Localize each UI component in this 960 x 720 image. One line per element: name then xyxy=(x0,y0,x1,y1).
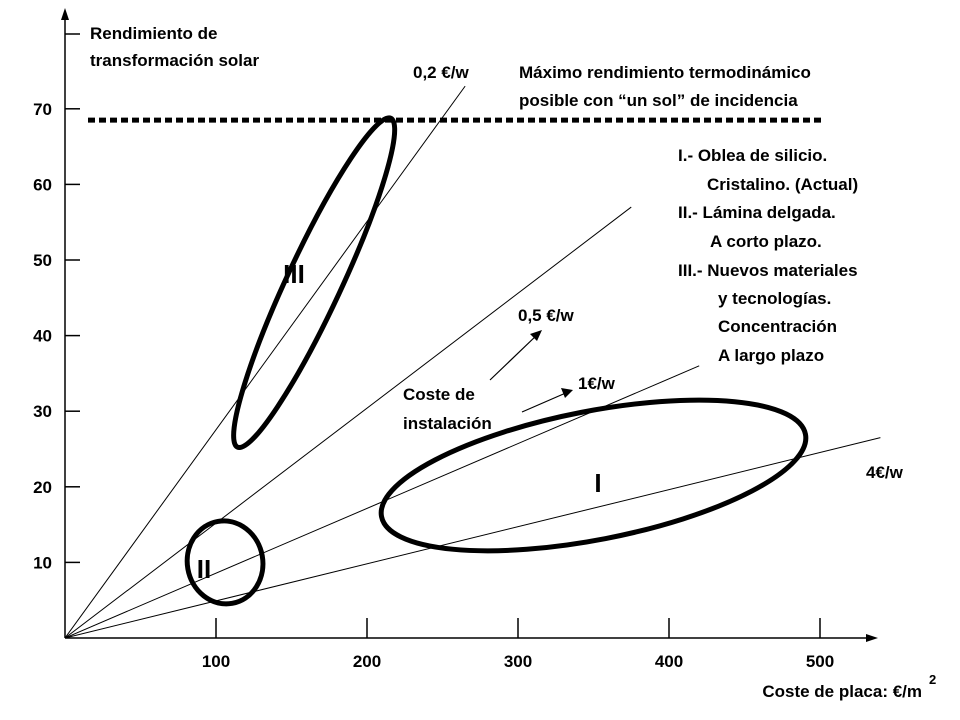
x-tick-label-500: 500 xyxy=(806,652,834,671)
legend-line-2: Cristalino. (Actual) xyxy=(707,175,858,194)
y-tick-label-10: 10 xyxy=(33,553,52,572)
x-axis-label-superscript: 2 xyxy=(929,672,936,687)
ticks-group: 100 200 300 400 500 10 20 30 40 50 60 70 xyxy=(33,100,834,671)
legend-line-4: A corto plazo. xyxy=(710,232,822,251)
legend-line-1: I.- Oblea de silicio. xyxy=(678,146,827,165)
x-tick-label-300: 300 xyxy=(504,652,532,671)
cost-line-1 xyxy=(64,206,632,639)
x-tick-label-200: 200 xyxy=(353,652,381,671)
legend-line-7: Concentración xyxy=(718,317,837,336)
y-tick-label-20: 20 xyxy=(33,478,52,497)
y-tick-label-70: 70 xyxy=(33,100,52,119)
legend-line-5: III.- Nuevos materiales xyxy=(678,261,858,280)
region-ellipse-III xyxy=(231,115,398,451)
x-tick-label-400: 400 xyxy=(655,652,683,671)
cost-line-label-0-5: 0,5 €/w xyxy=(518,306,575,325)
y-axis-arrow xyxy=(61,8,69,20)
region-label-III: III xyxy=(283,259,305,289)
installation-cost-arrow-upper xyxy=(489,333,539,381)
y-tick-label-40: 40 xyxy=(33,327,52,346)
legend: I.- Oblea de silicio. Cristalino. (Actua… xyxy=(678,146,858,365)
cost-line-3 xyxy=(64,437,881,639)
installation-cost-label-line-1: Coste de xyxy=(403,385,475,404)
regions-group xyxy=(184,115,809,607)
cost-line-0 xyxy=(64,85,466,639)
region-label-II: II xyxy=(197,554,211,584)
legend-line-8: A largo plazo xyxy=(718,346,824,365)
y-axis-label-line-2: transformación solar xyxy=(90,51,259,70)
y-tick-label-60: 60 xyxy=(33,175,52,194)
max-efficiency-label-line-1: Máximo rendimiento termodinámico xyxy=(519,63,811,82)
x-axis-arrow xyxy=(866,634,878,642)
axes-group xyxy=(61,8,878,642)
x-tick-label-100: 100 xyxy=(202,652,230,671)
installation-cost-arrowhead-upper xyxy=(530,330,542,341)
y-axis-label-line-1: Rendimiento de xyxy=(90,24,218,43)
region-ellipse-II xyxy=(184,518,266,607)
x-axis-label: Coste de placa: €/m xyxy=(762,682,922,701)
legend-line-3: II.- Lámina delgada. xyxy=(678,203,836,222)
region-ellipse-I xyxy=(378,397,809,554)
installation-cost-arrow-lower xyxy=(521,391,569,413)
y-tick-label-30: 30 xyxy=(33,402,52,421)
y-tick-label-50: 50 xyxy=(33,251,52,270)
installation-cost-label-line-2: instalación xyxy=(403,414,492,433)
cost-line-label-4: 4€/w xyxy=(866,463,904,482)
max-efficiency-label-line-2: posible con “un sol” de incidencia xyxy=(519,91,798,110)
cost-line-label-1: 1€/w xyxy=(578,374,616,393)
cost-line-label-0-2: 0,2 €/w xyxy=(413,63,470,82)
installation-cost-arrowhead-lower xyxy=(561,388,573,398)
legend-line-6: y tecnologías. xyxy=(718,289,831,308)
region-label-I: I xyxy=(594,468,601,498)
